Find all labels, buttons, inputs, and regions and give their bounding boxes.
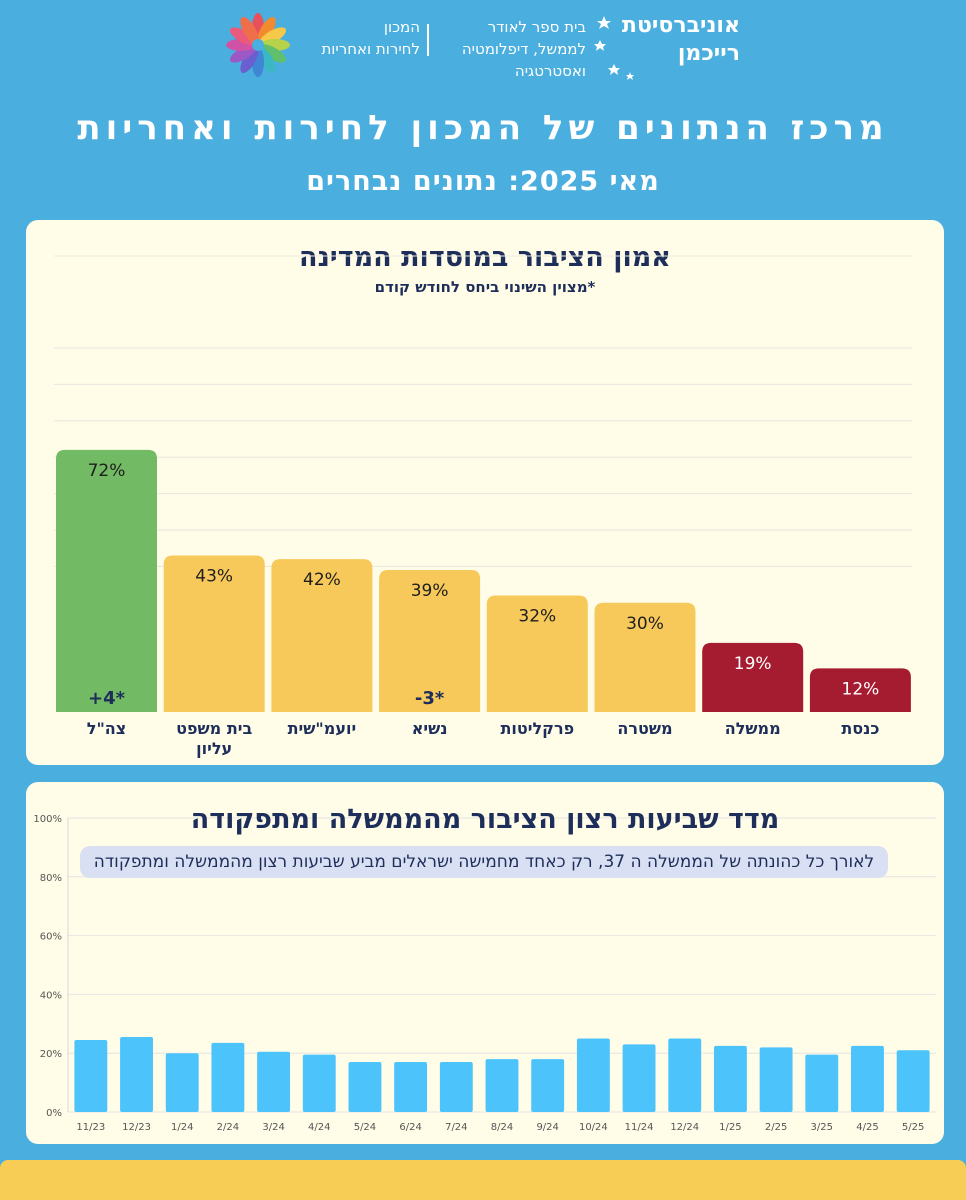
satisfaction-ytick-label: 20%	[40, 1049, 62, 1060]
satisfaction-bar	[896, 1050, 930, 1112]
institute-name-line2: לחירות ואחריות	[321, 40, 420, 58]
trust-value-label: 19%	[734, 654, 772, 674]
satisfaction-xtick-label: 8/24	[491, 1122, 513, 1133]
university-name: אוניברסיטת רייכמן	[590, 12, 740, 68]
satisfaction-bar	[439, 1062, 473, 1112]
trust-change-label: +4*	[88, 688, 126, 709]
satisfaction-bar	[348, 1062, 382, 1112]
satisfaction-bar	[851, 1045, 884, 1112]
institute-name: המכון לחירות ואחריות	[300, 16, 420, 60]
school-name-line1: בית ספר לאודר	[487, 18, 586, 36]
satisfaction-xtick-label: 4/24	[308, 1122, 330, 1133]
university-name-line1: אוניברסיטת	[621, 13, 740, 38]
trust-category-label: בית משפט	[176, 719, 252, 738]
school-name-line3: ואסטרטגיה	[514, 62, 586, 80]
school-name: בית ספר לאודר לממשל, דיפלומטיה ואסטרטגיה	[436, 16, 586, 82]
trust-category-label: צה"ל	[87, 719, 126, 738]
satisfaction-ytick-label: 40%	[40, 990, 62, 1001]
satisfaction-xtick-label: 11/23	[76, 1122, 105, 1133]
satisfaction-bar	[713, 1045, 747, 1112]
institute-name-line1: המכון	[383, 18, 420, 36]
page-title: מרכז הנתונים של המכון לחירות ואחריות	[77, 108, 889, 148]
satisfaction-xtick-label: 1/24	[171, 1122, 193, 1133]
trust-category-label: נשיא	[412, 719, 448, 738]
trust-bar	[163, 555, 265, 712]
satisfaction-bar	[576, 1038, 610, 1112]
trust-bar	[379, 570, 481, 712]
trust-value-label: 43%	[195, 566, 233, 586]
satisfaction-xtick-label: 5/25	[902, 1122, 924, 1133]
trust-value-label: 30%	[626, 614, 664, 634]
school-name-line2: לממשל, דיפלומטיה	[461, 40, 586, 58]
satisfaction-xtick-label: 7/24	[445, 1122, 467, 1133]
trust-category-label: ממשלה	[725, 719, 781, 738]
satisfaction-xtick-label: 12/23	[122, 1122, 151, 1133]
satisfaction-bar-chart: 0% 20% 40% 60% 80% 100% 11/23 12/23 1/24 2/24 3/24…	[33, 814, 936, 1133]
satisfaction-bar	[211, 1042, 245, 1112]
trust-bar	[271, 559, 373, 712]
trust-category-label: עליון	[196, 739, 232, 758]
satisfaction-bar	[759, 1047, 793, 1112]
header: המכון לחירות ואחריות בית ספר לאודר לממשל…	[0, 0, 966, 100]
satisfaction-bar	[485, 1059, 519, 1112]
satisfaction-bar	[257, 1051, 291, 1112]
satisfaction-ytick-label: 80%	[40, 873, 62, 884]
university-name-line2: רייכמן	[677, 41, 740, 66]
trust-value-label: 12%	[842, 679, 880, 699]
header-divider	[427, 24, 429, 56]
satisfaction-xtick-label: 11/24	[625, 1122, 654, 1133]
satisfaction-xtick-label: 3/24	[262, 1122, 284, 1133]
satisfaction-bar	[165, 1053, 199, 1112]
trust-chart-title: אמון הציבור במוסדות המדינה	[299, 242, 671, 273]
satisfaction-chart-title: מדד שביעות רצון הציבור מהממשלה ומתפקודה	[190, 804, 780, 835]
satisfaction-bar	[531, 1059, 565, 1112]
trust-category-label: משטרה	[617, 719, 672, 738]
satisfaction-bar	[394, 1062, 428, 1112]
satisfaction-bar	[805, 1054, 839, 1112]
institute-logo-flower-icon	[226, 13, 290, 77]
satisfaction-chart-panel: 0% 20% 40% 60% 80% 100% 11/23 12/23 1/24 2/24 3/24…	[26, 782, 944, 1144]
trust-bar	[809, 668, 911, 712]
trust-value-label: 32%	[518, 607, 556, 627]
trust-category-label: פרקליטות	[500, 719, 574, 738]
satisfaction-bar	[302, 1054, 336, 1112]
university-stars-icon	[594, 16, 634, 80]
satisfaction-xtick-label: 5/24	[354, 1122, 376, 1133]
satisfaction-xtick-label: 9/24	[536, 1122, 558, 1133]
trust-value-label: 42%	[303, 570, 341, 590]
trust-chart-panel: אמון הציבור במוסדות המדינה *מצוין השינוי…	[26, 220, 944, 765]
satisfaction-xtick-label: 10/24	[579, 1122, 608, 1133]
trust-bar	[702, 642, 804, 712]
satisfaction-xtick-label: 2/25	[765, 1122, 787, 1133]
satisfaction-bar	[74, 1039, 108, 1112]
trust-change-label: -3*	[415, 688, 445, 709]
trust-bar	[486, 595, 588, 712]
satisfaction-xtick-label: 1/25	[719, 1122, 741, 1133]
satisfaction-xtick-label: 3/25	[811, 1122, 833, 1133]
trust-category-label: יועמ"שית	[288, 719, 357, 738]
satisfaction-bar	[622, 1044, 656, 1112]
trust-category-label: כנסת	[841, 719, 879, 738]
satisfaction-ytick-label: 60%	[40, 932, 62, 943]
satisfaction-ytick-label: 0%	[46, 1108, 62, 1119]
trust-value-label: 72%	[88, 461, 126, 481]
satisfaction-xtick-label: 4/25	[856, 1122, 878, 1133]
satisfaction-callout: לאורך כל כהונתה של הממשלה ה 37, רק כאחד …	[80, 846, 888, 878]
trust-bar	[594, 602, 696, 712]
trust-chart-note: *מצוין השינוי ביחס לחודש קודם	[374, 278, 596, 296]
satisfaction-ytick-label: 100%	[33, 814, 62, 825]
satisfaction-bar	[668, 1038, 702, 1112]
bottom-strip	[0, 1160, 966, 1200]
page-subtitle: מאי 2025: נתונים נבחרים	[306, 166, 660, 197]
satisfaction-xtick-label: 2/24	[217, 1122, 239, 1133]
satisfaction-xtick-label: 12/24	[670, 1122, 699, 1133]
trust-bar	[56, 449, 157, 712]
satisfaction-bar	[120, 1037, 153, 1112]
trust-value-label: 39%	[411, 581, 449, 601]
satisfaction-xtick-label: 6/24	[399, 1122, 421, 1133]
